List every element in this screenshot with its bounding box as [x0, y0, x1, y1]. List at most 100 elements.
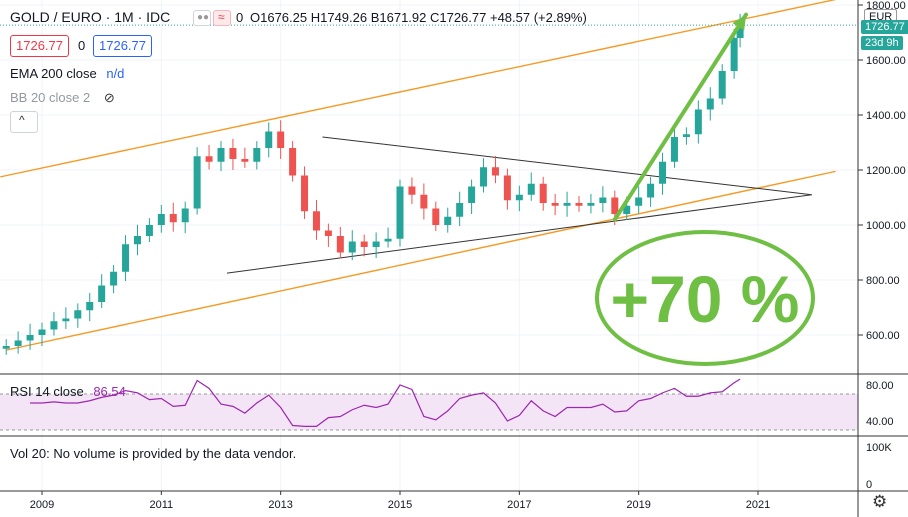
time-tick-label: 2019 [626, 499, 650, 511]
rsi-value: 86.54 [93, 384, 126, 399]
last-price-label: 1726.77 [861, 20, 908, 34]
countdown-label: 23d 9h [861, 36, 903, 50]
candle-body [110, 271, 118, 286]
candle-body [372, 241, 380, 247]
candle-body [301, 175, 309, 212]
candle-body [444, 216, 452, 225]
candle-body [396, 186, 404, 239]
percent-annotation: +70 % [595, 230, 815, 366]
candle-body [205, 156, 213, 162]
rsi-tick-label: 80.00 [866, 380, 894, 392]
candle-body [527, 183, 535, 195]
compare-button[interactable]: ●● [193, 10, 211, 26]
price-tick-label: 600.00 [866, 330, 900, 342]
wave-icon: ≈ [218, 10, 225, 24]
time-tick-label: 2017 [507, 499, 531, 511]
candle-body [670, 137, 678, 162]
candle-body [468, 186, 476, 203]
candle-body [551, 203, 559, 206]
candle-body [50, 321, 58, 330]
candle-body [348, 241, 356, 253]
candle-body [336, 236, 344, 253]
candle-body [420, 194, 428, 209]
indicator-toggle-button[interactable]: ≈ [213, 10, 231, 26]
rsi-line [30, 378, 741, 427]
price-tick-label: 800.00 [866, 275, 900, 287]
price-axis[interactable]: 600.00 800.00 1000.00 1200.00 1400.00 1600.00… [857, 0, 906, 517]
time-tick-label: 2015 [388, 499, 412, 511]
candle-body [575, 203, 583, 206]
bb-label: BB 20 close 2 [10, 90, 91, 105]
volume-tick-label: 100K [866, 442, 892, 454]
pane-separators [0, 373, 908, 437]
candle-body [38, 329, 46, 335]
rsi-pane: 40.00 80.00 [0, 378, 894, 431]
volume-tick-label: 0 [866, 479, 872, 491]
candle-body [253, 148, 261, 162]
candle-body [145, 225, 153, 236]
time-axis[interactable]: 2009 2011 2013 2015 2017 2019 2021 [0, 490, 908, 511]
eye-hidden-icon[interactable]: ⊘ [103, 90, 115, 105]
dots-icon: ●● [197, 12, 210, 23]
candle-body [694, 109, 702, 135]
candle-body [157, 214, 165, 225]
time-tick-label: 2021 [746, 499, 770, 511]
candle-body [193, 156, 201, 209]
price-tick-label: 1400.00 [866, 110, 906, 122]
bb-legend[interactable]: BB 20 close 2 ⊘ [10, 90, 115, 106]
ema-legend[interactable]: EMA 200 close n/d [10, 66, 124, 81]
trend-arrow [612, 12, 749, 222]
candle-body [74, 310, 82, 319]
candle-body [241, 159, 249, 162]
candle-body [647, 183, 655, 198]
candle-body [515, 194, 523, 201]
time-tick-label: 2011 [150, 499, 174, 511]
candle-body [14, 340, 22, 346]
candle-body [587, 203, 595, 206]
time-tick-label: 2013 [268, 499, 292, 511]
ask-price-box[interactable]: 1726.77 [93, 35, 152, 57]
candle-body [682, 134, 690, 137]
candle-body [718, 71, 726, 99]
candle-body [432, 208, 440, 225]
annotation-text: +70 % [611, 262, 800, 336]
channel-upper-line [0, 0, 836, 178]
price-tick-label: 1000.00 [866, 220, 906, 232]
ema-label: EMA 200 close [10, 66, 97, 81]
settings-gear-icon[interactable]: ⚙ [872, 492, 888, 511]
candle-body [62, 318, 70, 322]
ema-value: n/d [106, 66, 125, 81]
candle-body [623, 205, 631, 214]
candle-body [599, 197, 607, 203]
collapse-legend-button[interactable]: ^ [10, 111, 38, 133]
candle-body [324, 230, 332, 236]
candle-body [456, 203, 464, 217]
price-tick-label: 1600.00 [866, 55, 906, 67]
ohlc-readout: O1676.25 H1749.26 B1671.92 C1726.77 +48.… [250, 10, 587, 25]
symbol-title[interactable]: GOLD / EURO · 1M · IDC [10, 9, 171, 25]
candle-body [408, 186, 416, 195]
candle-body [706, 98, 714, 110]
status-count: 0 [236, 10, 244, 25]
annotation-ellipse [595, 230, 815, 366]
candle-body [503, 175, 511, 201]
rsi-legend[interactable]: RSI 14 close 86.54 [10, 384, 126, 399]
candle-body [98, 285, 106, 302]
volume-legend[interactable]: Vol 20: No volume is provided by the dat… [10, 446, 297, 461]
arrow-shaft [612, 12, 749, 222]
candle-body [659, 161, 667, 184]
candle-body [229, 148, 237, 159]
channel-lines [0, 0, 836, 351]
candle-body [181, 208, 189, 223]
candle-body [122, 244, 130, 272]
candle-body [539, 183, 547, 203]
candle-body [635, 197, 643, 206]
candle-body [730, 38, 738, 71]
candle-body [169, 214, 177, 223]
arrow-head [732, 14, 747, 31]
candle-body [312, 211, 320, 231]
candle-body [265, 131, 273, 148]
candle-body [26, 335, 34, 341]
bid-price-box[interactable]: 1726.77 [10, 35, 69, 57]
